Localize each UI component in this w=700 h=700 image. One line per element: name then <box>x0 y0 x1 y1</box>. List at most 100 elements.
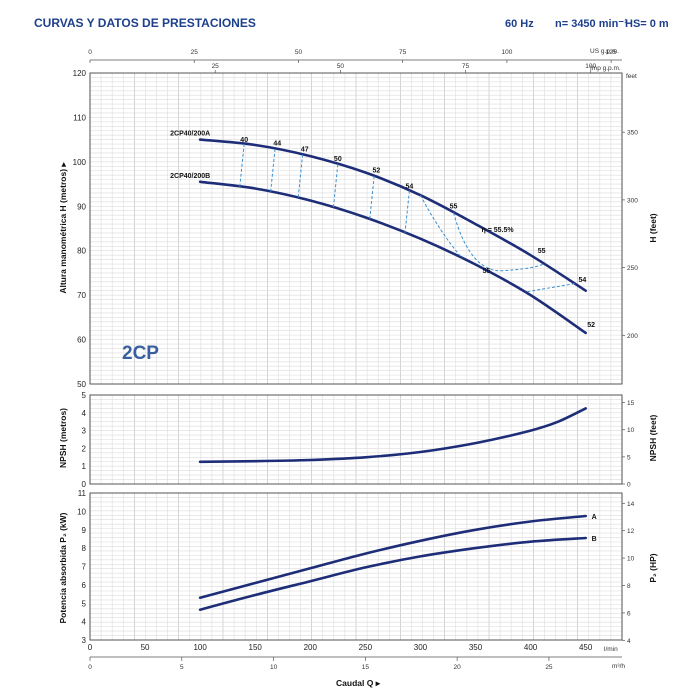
head-y2tick-label: 300 <box>627 197 638 204</box>
head-ytick-label: 50 <box>77 380 86 389</box>
efficiency-label: 44 <box>273 140 281 147</box>
lmin-tick-label: 0 <box>88 643 93 652</box>
power-curve-b <box>198 536 587 611</box>
lmin-tick-label: 300 <box>414 643 428 652</box>
head-ytick-label: 100 <box>73 158 87 167</box>
power-y2tick-label: 4 <box>627 638 631 645</box>
lmin-tick-label: 200 <box>304 643 318 652</box>
power-ytick-label: 10 <box>77 507 86 516</box>
imp-gpm-tick-label: 100 <box>585 63 596 70</box>
npsh-ytick-label: 3 <box>82 427 87 436</box>
power-y2tick-label: 10 <box>627 556 635 563</box>
head-ytick-label: 80 <box>77 247 86 256</box>
us-gpm-tick-label: 0 <box>88 49 92 56</box>
efficiency-label: 55 <box>483 268 491 275</box>
head-curve-a <box>198 138 587 292</box>
head-series-label: 2CP40/200A <box>170 131 210 138</box>
m3h-tick-label: 0 <box>88 664 92 671</box>
head-ytick-label: 120 <box>73 69 87 78</box>
lmin-unit: l/min <box>604 646 618 653</box>
npsh-ytick-label: 4 <box>82 409 87 418</box>
npsh-ytick-label: 0 <box>82 480 87 489</box>
us-gpm-tick-label: 25 <box>191 49 199 56</box>
power-ytick-label: 11 <box>78 489 87 498</box>
model-family-label: 2CP <box>122 343 159 364</box>
lmin-tick-label: 400 <box>524 643 538 652</box>
panel-frame-npsh <box>89 394 623 485</box>
power-series-label: B <box>592 536 597 543</box>
npsh-ytick-label: 5 <box>82 391 87 400</box>
panel-frames <box>89 59 623 658</box>
us-gpm-tick-label: 50 <box>295 49 303 56</box>
us-gpm-unit: US g.p.m. <box>590 48 619 55</box>
npsh-y2label: NPSH (feet) <box>648 414 658 461</box>
npsh-curve <box>198 407 587 464</box>
imp-gpm-tick-label: 25 <box>212 63 220 70</box>
efficiency-iso-line <box>239 143 245 187</box>
efficiency-label: 52 <box>372 168 380 175</box>
power-ylabel: Potencia absorbida P₂ (kW) <box>58 512 68 623</box>
power-y2label: P₂ (HP) <box>648 553 658 582</box>
head-series-label: 2CP40/200B <box>170 173 210 180</box>
efficiency-iso-line <box>524 283 575 293</box>
efficiency-iso-line <box>419 194 463 259</box>
efficiency-label: 52 <box>587 322 595 329</box>
npsh-ytick-label: 1 <box>82 462 87 471</box>
head-y2tick-label: 200 <box>627 333 638 340</box>
head-y2tick-label: 350 <box>627 130 638 137</box>
lmin-tick-label: 350 <box>469 643 483 652</box>
power-y2tick-label: 14 <box>627 501 635 508</box>
head-y2tick-label: 250 <box>627 265 638 272</box>
power-ytick-label: 6 <box>82 581 87 590</box>
efficiency-label: 55 <box>450 204 458 211</box>
efficiency-label: 54 <box>406 184 414 191</box>
npsh-y2tick-label: 5 <box>627 454 631 461</box>
power-series-label: A <box>592 514 597 521</box>
lmin-tick-label: 50 <box>141 643 150 652</box>
power-y2tick-label: 6 <box>627 610 631 617</box>
m3h-tick-label: 5 <box>180 664 184 671</box>
lmin-tick-label: 450 <box>579 643 593 652</box>
efficiency-iso-line <box>452 212 545 272</box>
feet-unit: feet <box>626 73 637 80</box>
head-y2label: H (feet) <box>648 213 658 242</box>
head-curve-b <box>198 180 587 335</box>
power-ytick-label: 3 <box>82 636 87 645</box>
power-y2tick-label: 8 <box>627 583 631 590</box>
curve-labels: 2CP40/200A 2CP40/200B 40 44 47 50 52 54 55 η = 55… <box>170 131 597 543</box>
efficiency-label: 54 <box>578 277 586 284</box>
efficiency-lines <box>239 143 575 293</box>
efficiency-label: 40 <box>240 137 248 144</box>
npsh-ytick-label: 2 <box>82 444 87 453</box>
imp-gpm-unit: Imp g.p.m. <box>590 65 621 72</box>
lmin-tick-label: 250 <box>359 643 373 652</box>
head-ytick-label: 90 <box>77 202 86 211</box>
m3h-tick-label: 25 <box>545 664 553 671</box>
power-ytick-label: 4 <box>82 618 87 627</box>
power-curve-a <box>198 514 587 599</box>
npsh-y2tick-label: 0 <box>627 482 631 489</box>
efficiency-iso-line <box>270 148 276 192</box>
m3h-unit: m³/h <box>612 663 625 670</box>
head-ylabel: Altura manométrica H (metros) ▸ <box>58 162 68 294</box>
series-curves <box>198 138 587 611</box>
efficiency-label: η = 55.5% <box>481 227 514 234</box>
chart-title: CURVAS Y DATOS DE PRESTACIONES <box>34 16 256 30</box>
power-ytick-label: 7 <box>82 563 87 572</box>
imp-gpm-tick-label: 50 <box>337 63 345 70</box>
frequency-label: 60 Hz <box>505 18 534 30</box>
power-ytick-label: 8 <box>82 544 87 553</box>
head-ytick-label: 60 <box>77 336 86 345</box>
speed-label: n= 3450 min⁻¹ <box>555 18 628 30</box>
efficiency-label: 55 <box>538 248 546 255</box>
x-axis-label: Caudal Q ▸ <box>336 678 381 688</box>
hs-label: HS= 0 m <box>625 18 669 30</box>
us-gpm-tick-label: 125 <box>606 49 617 56</box>
efficiency-iso-line <box>297 154 304 198</box>
head-ytick-label: 70 <box>77 291 86 300</box>
efficiency-iso-line <box>332 164 339 208</box>
head-ytick-label: 110 <box>73 113 86 122</box>
efficiency-iso-line <box>369 176 375 220</box>
